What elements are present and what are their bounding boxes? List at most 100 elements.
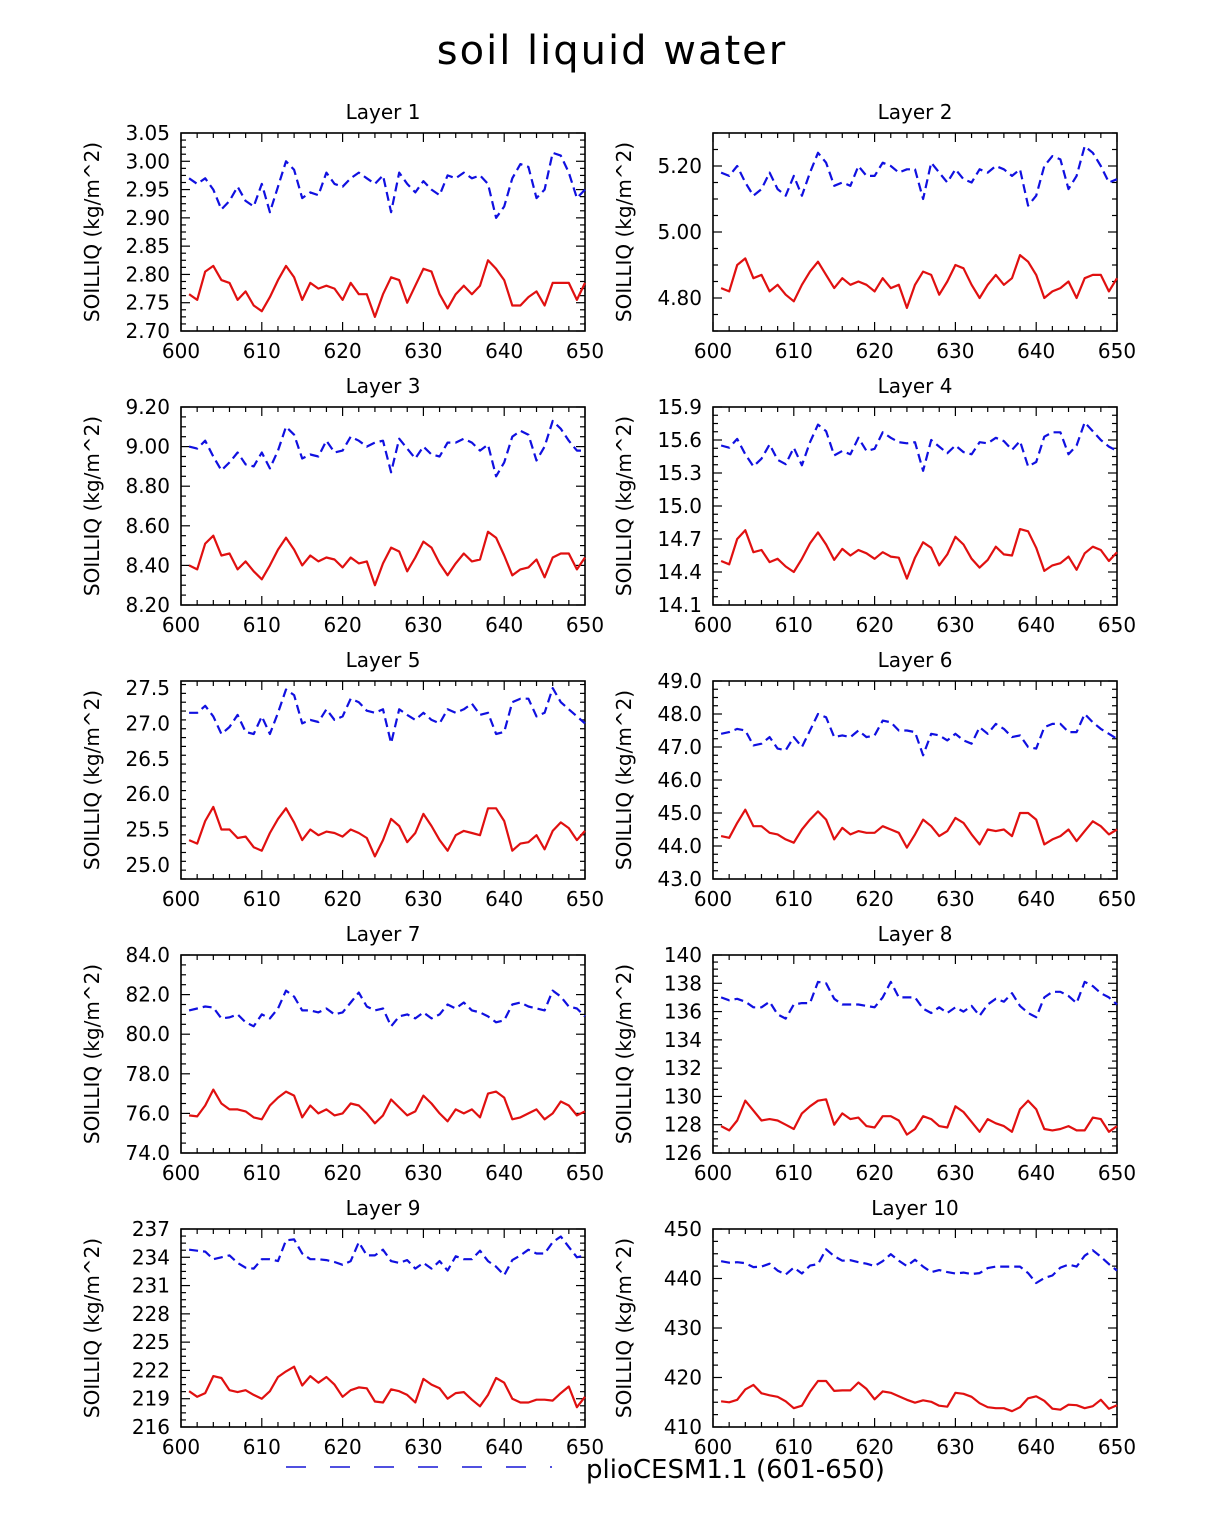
y-tick-label: 130 (664, 1084, 702, 1108)
x-tick-label: 600 (694, 1435, 732, 1459)
x-tick-label: 600 (162, 887, 200, 911)
y-tick-label: 420 (664, 1366, 702, 1390)
x-tick-label: 600 (694, 1161, 732, 1185)
y-tick-label: 49.0 (657, 669, 702, 693)
y-tick-label: 128 (664, 1113, 702, 1137)
panel-title: Layer 3 (346, 374, 421, 398)
y-tick-label: 2.85 (125, 234, 170, 258)
y-tick-label: 132 (664, 1056, 702, 1080)
x-tick-label: 610 (775, 1435, 813, 1459)
legend-label: plioCESM1.1 (601-650) (586, 1455, 885, 1485)
y-axis-label: SOILLIQ (kg/m^2) (612, 690, 636, 870)
legend: plioCESM1.1 (601-650) (286, 1455, 885, 1485)
x-tick-label: 600 (162, 613, 200, 637)
panels: Layer 1 SOILLIQ (kg/m^2) 600 610 620 630 640 65… (80, 100, 1136, 1459)
figure-title: soil liquid water (437, 28, 787, 74)
y-tick-label: 48.0 (657, 702, 702, 726)
y-axis-label: SOILLIQ (kg/m^2) (80, 690, 104, 870)
x-tick-label: 650 (1098, 1161, 1136, 1185)
series-line-dashed (720, 145, 1118, 207)
y-tick-label: 440 (664, 1267, 702, 1291)
y-tick-label: 3.00 (125, 149, 170, 173)
x-tick-label: 610 (775, 1161, 813, 1185)
y-tick-label: 26.0 (125, 782, 170, 806)
y-tick-label: 47.0 (657, 735, 702, 759)
x-tick-label: 620 (856, 1161, 894, 1185)
y-tick-label: 4.80 (657, 286, 702, 310)
panel-title: Layer 7 (346, 922, 421, 946)
x-tick-label: 630 (404, 887, 442, 911)
y-tick-label: 134 (664, 1028, 702, 1052)
x-tick-label: 650 (566, 887, 604, 911)
y-tick-label: 8.60 (125, 514, 170, 538)
y-tick-label: 9.20 (125, 395, 170, 419)
series-line-dashed (720, 712, 1118, 757)
x-tick-label: 650 (1098, 1435, 1136, 1459)
x-tick-label: 600 (162, 1435, 200, 1459)
series-line-dashed (720, 980, 1118, 1020)
x-tick-label: 640 (485, 613, 523, 637)
x-tick-label: 620 (856, 887, 894, 911)
x-tick-label: 600 (694, 339, 732, 363)
plot-frame (180, 406, 586, 606)
x-tick-label: 630 (936, 887, 974, 911)
plot-frame (712, 954, 1118, 1154)
x-tick-label: 650 (1098, 613, 1136, 637)
y-tick-label: 80.0 (125, 1022, 170, 1046)
x-tick-label: 610 (775, 613, 813, 637)
x-tick-label: 640 (1017, 613, 1055, 637)
y-tick-label: 3.05 (125, 121, 170, 145)
series-line-solid (188, 1088, 586, 1125)
series-line-dashed (189, 686, 586, 745)
y-tick-label: 15.9 (657, 395, 702, 419)
panel-title: Layer 5 (346, 648, 421, 672)
plot-frame (180, 954, 586, 1154)
y-tick-label: 46.0 (657, 768, 702, 792)
y-tick-label: 228 (132, 1302, 170, 1326)
series-line-dashed (188, 989, 586, 1028)
y-tick-label: 140 (664, 943, 702, 967)
panel-title: Layer 10 (871, 1196, 959, 1220)
x-tick-label: 650 (566, 1161, 604, 1185)
y-tick-label: 15.3 (657, 461, 702, 485)
y-tick-label: 5.00 (657, 220, 702, 244)
series-line-dashed (720, 421, 1118, 472)
series-line-dashed (188, 1235, 586, 1277)
y-tick-label: 5.20 (657, 154, 702, 178)
panel-title: Layer 6 (878, 648, 953, 672)
y-tick-label: 15.6 (657, 428, 702, 452)
y-tick-label: 8.40 (125, 553, 170, 577)
y-tick-label: 126 (664, 1141, 702, 1165)
y-tick-label: 84.0 (125, 943, 170, 967)
x-tick-label: 610 (775, 887, 813, 911)
y-tick-label: 222 (132, 1358, 170, 1382)
x-tick-label: 630 (404, 1161, 442, 1185)
y-tick-label: 2.90 (125, 206, 170, 230)
x-tick-label: 630 (936, 1435, 974, 1459)
y-tick-label: 26.5 (125, 747, 170, 771)
series-line-solid (188, 805, 586, 858)
panel-layer-8: Layer 8 SOILLIQ (kg/m^2) 600 610 620 630 640 65… (612, 922, 1136, 1185)
y-tick-label: 74.0 (125, 1141, 170, 1165)
panel-layer-10: Layer 10 SOILLIQ (kg/m^2) 600 610 620 630 640 6… (612, 1196, 1136, 1459)
x-tick-label: 610 (243, 1161, 281, 1185)
plot-frame (180, 680, 586, 880)
y-tick-label: 219 (132, 1387, 170, 1411)
y-tick-label: 8.80 (125, 474, 170, 498)
x-tick-label: 630 (404, 1435, 442, 1459)
x-tick-label: 620 (324, 887, 362, 911)
plot-frame (712, 132, 1118, 332)
x-tick-label: 640 (1017, 1435, 1055, 1459)
x-tick-label: 630 (936, 1161, 974, 1185)
y-tick-label: 136 (664, 1000, 702, 1024)
x-tick-label: 630 (404, 339, 442, 363)
y-tick-label: 8.20 (125, 593, 170, 617)
series-line-solid (188, 1365, 586, 1409)
y-tick-label: 43.0 (657, 867, 702, 891)
y-tick-label: 14.7 (657, 527, 702, 551)
x-tick-label: 650 (566, 339, 604, 363)
series-line-dashed (720, 1248, 1118, 1285)
x-tick-label: 620 (856, 339, 894, 363)
y-tick-label: 231 (132, 1274, 170, 1298)
y-tick-label: 410 (664, 1415, 702, 1439)
